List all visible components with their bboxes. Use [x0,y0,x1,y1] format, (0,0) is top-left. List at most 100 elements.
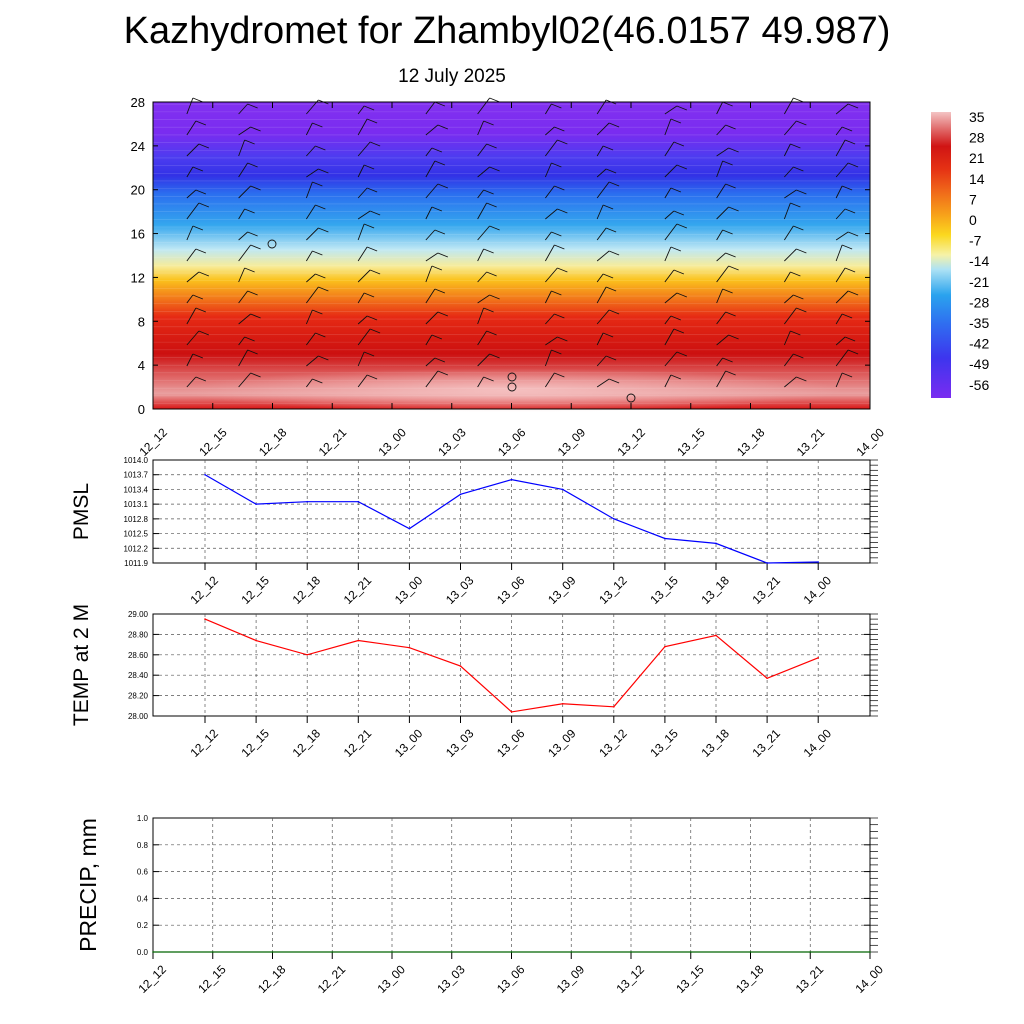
y-tick-label: 28 [131,95,145,110]
wind-barb [357,246,368,262]
wind-barb-flag [434,101,446,107]
data-point [561,702,564,705]
wind-barb [664,328,675,346]
wind-barb [716,370,727,388]
wind-barb-flag [728,147,739,153]
wind-barb [835,290,849,304]
wind-barb [835,372,843,388]
wind-barb-flag [312,122,323,128]
data-point [715,542,717,545]
wind-barb [357,164,365,178]
wind-barb [305,250,313,262]
wind-barb [596,181,610,199]
wind-barb-flag [551,231,562,237]
wind-barb [357,315,368,325]
wind-barb [425,334,433,346]
wind-barb [716,160,724,178]
wind-barb-flag [605,355,617,361]
wind-barb-flag [728,265,739,271]
wind-barb-flag [489,97,500,103]
y-tick-label: 24 [131,139,145,154]
wind-barb-flag [602,145,614,151]
wind-barb-flag [366,374,378,380]
x-tick-label: 14_00 [801,726,835,760]
data-point [459,665,462,667]
wind-barb [305,309,313,325]
temp-panel: 29.00 28.80 28.60 28.40 28.20 28.00 12_12 12_15… [70,604,878,760]
y-tick-label: 29.00 [128,610,149,619]
wind-barb-flag [489,353,500,359]
wind-barb-flag [790,271,801,277]
data-point [766,677,768,680]
wind-barb-flag [483,189,494,195]
wind-barb-flag [198,330,210,336]
wind-barb-flag [363,164,375,170]
wind-barb-flag [796,376,807,382]
wind-barb-flag [250,126,261,132]
y-tick-label: 0.6 [137,868,149,877]
wind-barb [835,126,843,136]
y-tick-label: 28.20 [128,692,149,701]
colorbar-label: 21 [969,150,985,166]
wind-barb-flag [437,370,449,376]
wind-barb-flag [608,378,620,384]
wind-barb-flag [198,202,210,208]
data-point [613,518,615,520]
y-tick-label: 1013.4 [124,485,149,494]
wind-barb-flag [489,166,500,172]
wind-barb-flag [434,229,446,235]
data-point [306,654,309,656]
wind-barb [716,229,724,241]
y-axis-label: PMSL [70,483,93,540]
wind-barb-flag [315,332,326,338]
wind-barb [664,351,678,367]
wind-barb-flag [437,124,449,130]
wind-barb [186,97,194,115]
y-tick-label: 1012.2 [124,544,149,553]
wind-barb-flag [486,143,497,149]
wind-barb-flag [315,145,326,151]
wind-barb [664,187,672,199]
pmsl-panel: 1014.0 1013.7 1013.4 1013.1 1012.8 1012.5 1012… [70,456,878,607]
wind-barb-flag [728,334,739,340]
x-tick-label: 13_15 [647,726,681,760]
wind-barb [477,353,490,367]
wind-barb-flag [673,328,685,334]
wind-barb-flag [551,162,562,168]
x-tick-label: 13_12 [596,726,630,760]
wind-barb [664,223,678,241]
colorbar-label: -7 [969,233,982,249]
wind-barb-flag [844,139,856,145]
wind-barb [596,168,607,178]
wind-barb-flag [608,309,620,315]
wind-barb-flag [790,330,801,336]
wind-barb [784,353,794,367]
wind-barb-flag [557,336,568,342]
wind-barb-flag [318,355,329,361]
wind-barb-flag [725,370,736,376]
wind-barb [545,139,558,157]
wind-barb [545,126,555,136]
x-tick-label: 13_12 [614,425,648,459]
wind-barb-flag [847,290,859,296]
y-tick-label: 0 [138,402,145,417]
wind-barb [186,330,200,346]
wind-barb-flag [195,248,207,254]
wind-barb [596,145,604,157]
wind-barb [545,185,555,199]
x-tick-label: 13_00 [374,962,408,996]
wind-barb [596,122,610,136]
wind-barb [357,328,371,346]
wind-barb [477,97,490,115]
wind-barb-flag [608,250,620,256]
data-point [211,951,214,953]
wind-barb-flag [195,189,207,195]
x-tick-label: 14_00 [853,425,887,459]
wind-barb-flag [793,353,804,359]
heatmap-panel: 0 4 8 12 16 20 24 28 12_12 12_15 12_18 12_21 13_00 13… [131,95,888,459]
wind-barb [784,294,794,304]
x-tick-label: 13_03 [443,726,477,760]
wind-barb-flag [369,210,381,216]
wind-barb-flag [363,351,375,357]
